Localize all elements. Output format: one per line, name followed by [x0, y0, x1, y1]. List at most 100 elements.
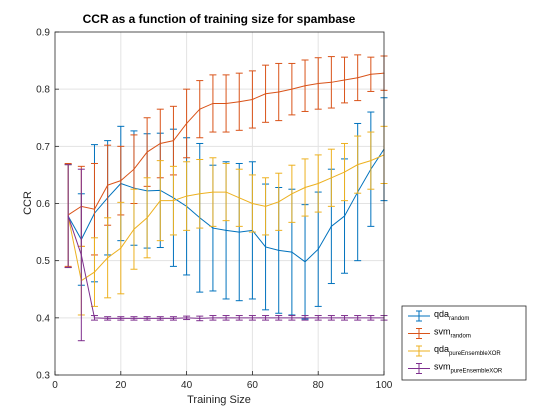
data-point [120, 180, 122, 182]
data-point [67, 215, 69, 217]
error-bar [354, 54, 362, 102]
data-point [317, 182, 319, 185]
data-point [278, 317, 280, 319]
data-point [212, 102, 214, 105]
data-point [199, 193, 201, 195]
data-point [107, 184, 109, 186]
data-point [159, 200, 161, 202]
error-bar [209, 74, 217, 133]
error-bar [262, 64, 270, 123]
axes-frame [54, 31, 385, 376]
error-bar [222, 315, 230, 321]
y-tick-label: 0.7 [36, 142, 50, 153]
data-point [370, 73, 372, 75]
data-point [212, 227, 214, 229]
data-point [264, 205, 267, 207]
error-bar [288, 164, 296, 223]
data-point [251, 202, 253, 205]
error-bar [64, 164, 72, 269]
error-bar [301, 158, 309, 217]
chart-title: CCR as a function of training size for s… [83, 12, 356, 26]
data-point [330, 81, 332, 83]
error-bar [327, 148, 335, 207]
data-point [238, 101, 240, 103]
y-tick-label: 0.9 [36, 28, 50, 39]
data-point [212, 191, 214, 193]
error-bar [235, 315, 243, 321]
data-point [120, 247, 122, 249]
y-tick-label: 0.8 [36, 85, 50, 96]
error-bar [341, 142, 349, 202]
error-bar [262, 177, 270, 236]
data-point [370, 317, 372, 319]
error-bar [196, 158, 204, 229]
data-point [317, 317, 319, 319]
x-tick-label: 80 [313, 380, 325, 391]
error-bar [314, 315, 322, 321]
error-bar [367, 315, 375, 321]
legend-item: svmrandom [408, 327, 471, 340]
error-bar [183, 88, 191, 159]
error-bar [314, 57, 322, 110]
data-point [107, 317, 109, 320]
error-bar [288, 62, 296, 116]
data-point [172, 317, 175, 320]
x-tick-label: 20 [115, 380, 127, 391]
data-point [186, 317, 188, 319]
error-bar [196, 80, 204, 139]
data-point [199, 317, 201, 320]
data-point [93, 271, 96, 273]
data-point [251, 98, 253, 101]
error-bar [156, 316, 164, 321]
data-point [291, 317, 293, 319]
data-point [291, 193, 293, 195]
error-bar [77, 168, 85, 342]
error-bar [248, 70, 256, 129]
legend-label: qdarandom [434, 309, 469, 322]
data-point [225, 191, 227, 193]
legend-item: svmpureEnsembleXOR [408, 362, 503, 375]
error-bar [327, 56, 335, 109]
legend-label: svmpureEnsembleXOR [434, 362, 503, 375]
data-point [304, 85, 306, 87]
data-point [291, 251, 293, 253]
data-point [133, 317, 135, 320]
error-bar [183, 315, 191, 321]
error-bar [222, 74, 230, 133]
x-tick-label: 100 [376, 380, 393, 391]
error-bar [156, 160, 164, 242]
data-point [304, 317, 306, 319]
error-bar [341, 315, 349, 321]
error-bar [248, 315, 256, 321]
data-point [291, 88, 293, 90]
legend-label: svmrandom [434, 327, 471, 340]
data-point [317, 248, 319, 250]
error-bar [354, 135, 362, 194]
data-point [357, 164, 359, 166]
data-point [172, 200, 175, 202]
data-point [330, 317, 332, 319]
data-point [146, 151, 148, 153]
error-bar [183, 161, 191, 231]
legend-item: qdapureEnsembleXOR [408, 344, 501, 357]
data-point [304, 186, 306, 189]
error-bar [288, 315, 296, 321]
data-point [343, 317, 346, 319]
data-point [93, 208, 96, 210]
error-bar [301, 315, 309, 321]
error-bar [130, 188, 138, 270]
error-bar [169, 165, 177, 236]
data-point [225, 229, 227, 231]
error-bar [327, 315, 335, 321]
error-bar [314, 154, 322, 213]
error-bar [301, 59, 309, 112]
data-point [133, 228, 135, 230]
data-point [159, 317, 161, 320]
data-point [238, 197, 240, 199]
data-point [120, 317, 122, 320]
y-axis-label: CCR [22, 191, 34, 215]
x-tick-label: 40 [181, 380, 193, 391]
error-bar [196, 315, 204, 322]
legend: qdarandom svmrandom qdapureEnsembleXOR svmp… [401, 305, 527, 381]
